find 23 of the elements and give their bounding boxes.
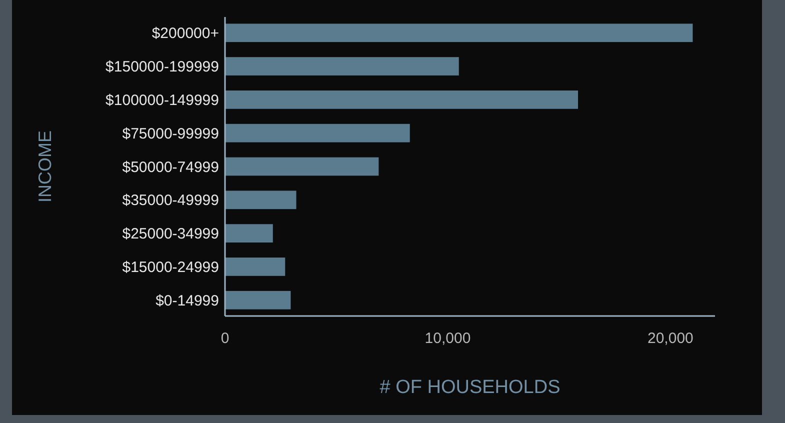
bar [225, 124, 410, 142]
y-axis-title: INCOME [35, 130, 55, 202]
x-axis-title: # OF HOUSEHOLDS [380, 377, 560, 398]
bar [225, 224, 273, 242]
y-tick-label: $150000-199999 [106, 58, 219, 76]
y-tick-label: $35000-49999 [122, 192, 219, 210]
y-tick-label: $0-14999 [156, 292, 219, 310]
bar [225, 90, 578, 109]
x-tick-label: 0 [220, 330, 230, 347]
x-tick-label: 10,000 [424, 330, 471, 347]
bar [225, 190, 296, 210]
y-tick-label: $50000-74999 [122, 158, 219, 176]
bar [225, 157, 379, 176]
y-tick-label: $100000-149999 [106, 92, 219, 109]
y-tick-label: $200000+ [152, 25, 220, 42]
y-tick-label: $25000-34999 [122, 226, 219, 243]
x-tick-label: 20,000 [648, 330, 694, 347]
bar [225, 24, 693, 42]
bar [225, 290, 291, 310]
y-tick-label: $75000-99999 [122, 125, 219, 142]
y-tick-label: $15000-24999 [122, 258, 219, 276]
bar [225, 57, 459, 76]
bar [225, 258, 286, 276]
